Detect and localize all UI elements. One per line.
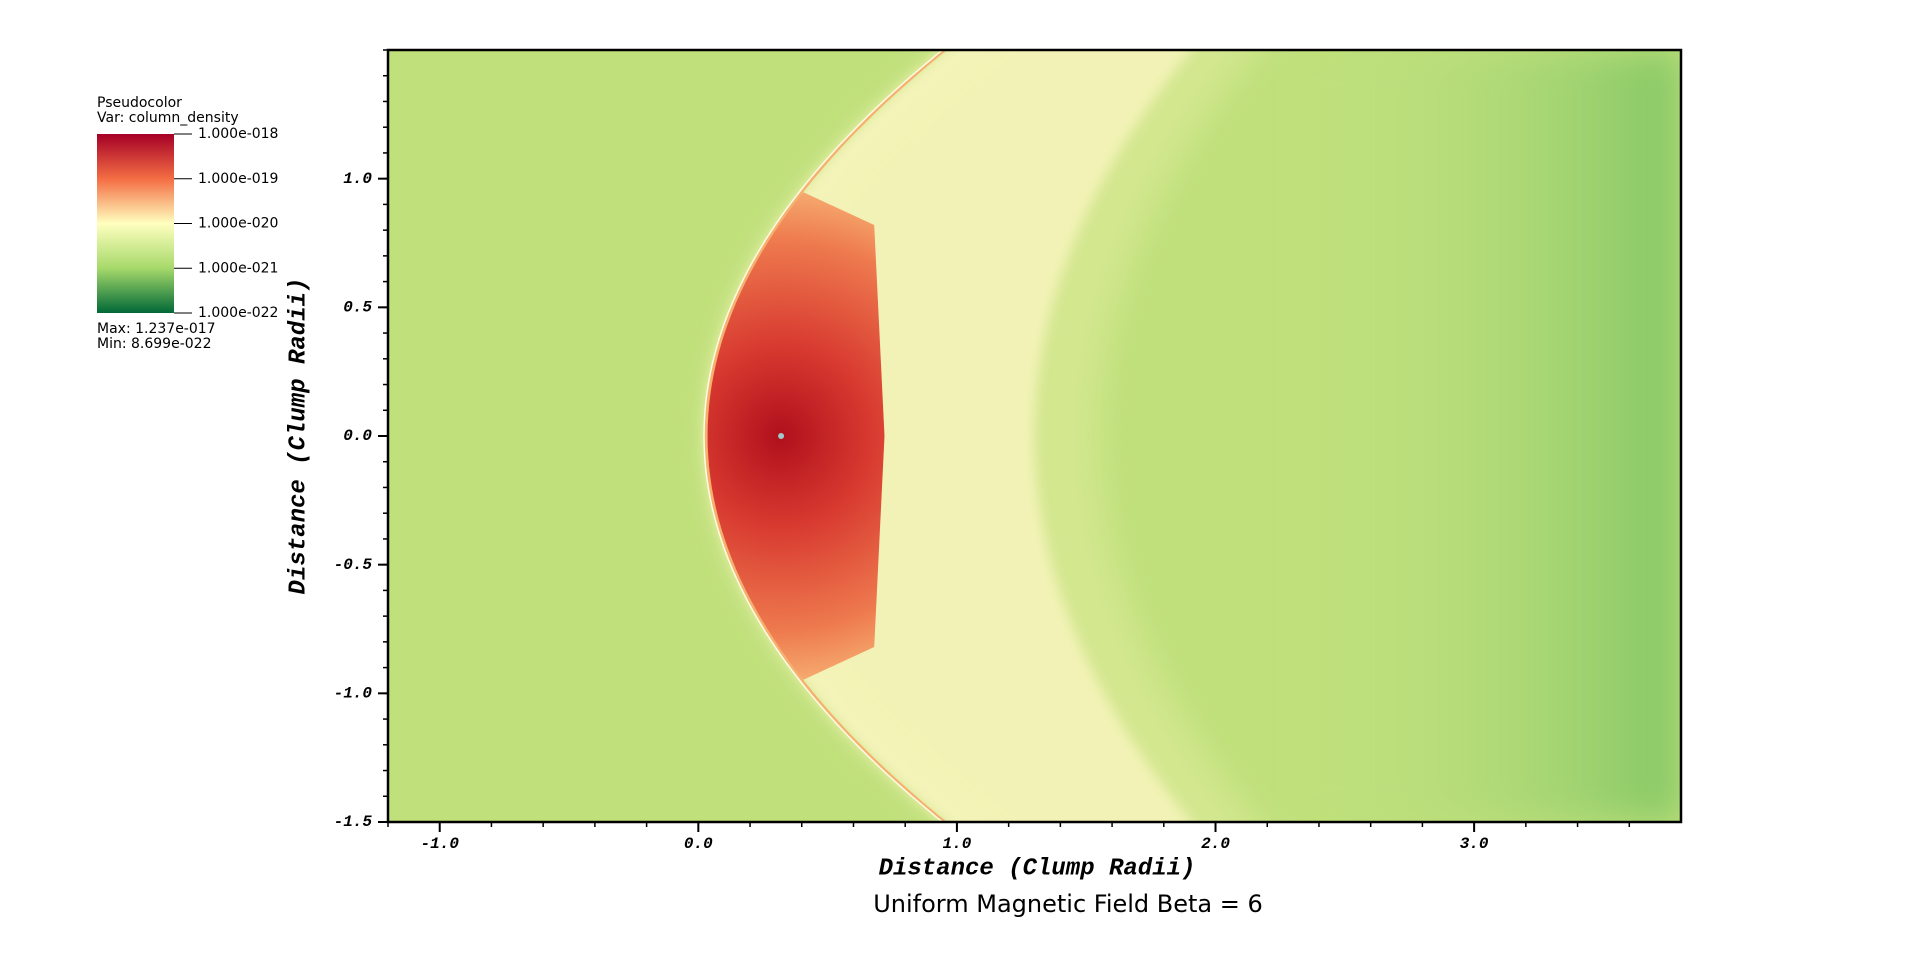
shock-front bbox=[704, 50, 948, 822]
chart-title: Uniform Magnetic Field Beta = 6 bbox=[873, 890, 1263, 918]
x-tick-label: 3.0 bbox=[1460, 835, 1489, 853]
shock-edge bbox=[703, 50, 944, 822]
colorbar-tick-label: 1.000e-022 bbox=[198, 305, 278, 321]
y-tick-label: 1.0 bbox=[343, 170, 372, 188]
field-shapes bbox=[703, 50, 1681, 822]
x-axis-label: Distance (Clump Radii) bbox=[879, 855, 1196, 882]
right-shading bbox=[1293, 50, 1681, 822]
colorbar-var: Var: column_density bbox=[97, 110, 239, 126]
colorbar-max: Max: 1.237e-017 bbox=[97, 321, 216, 337]
x-tick-label: -1.0 bbox=[421, 835, 460, 853]
dense-region bbox=[706, 191, 885, 681]
y-axis-label: Distance (Clump Radii) bbox=[285, 278, 312, 595]
x-tick-label: 0.0 bbox=[684, 835, 713, 853]
colorbar-tick-label: 1.000e-018 bbox=[198, 126, 278, 142]
colorbar-min: Min: 8.699e-022 bbox=[97, 336, 211, 352]
colorbar-tick-label: 1.000e-021 bbox=[198, 260, 278, 276]
y-tick-label: -1.0 bbox=[334, 685, 373, 703]
y-tick-label: 0.5 bbox=[343, 299, 372, 317]
clump-core bbox=[778, 433, 785, 439]
y-tick-label: -1.5 bbox=[334, 813, 373, 831]
colorbar bbox=[97, 134, 174, 313]
colorbar-tick-label: 1.000e-019 bbox=[198, 171, 278, 187]
colorbar-tick-label: 1.000e-020 bbox=[198, 216, 278, 232]
field bbox=[388, 50, 1681, 822]
y-tick-label: 0.0 bbox=[343, 427, 372, 445]
x-tick-label: 2.0 bbox=[1201, 835, 1230, 853]
y-tick-label: -0.5 bbox=[334, 556, 373, 574]
colorbar-title: Pseudocolor bbox=[97, 95, 182, 111]
x-tick-label: 1.0 bbox=[943, 835, 972, 853]
